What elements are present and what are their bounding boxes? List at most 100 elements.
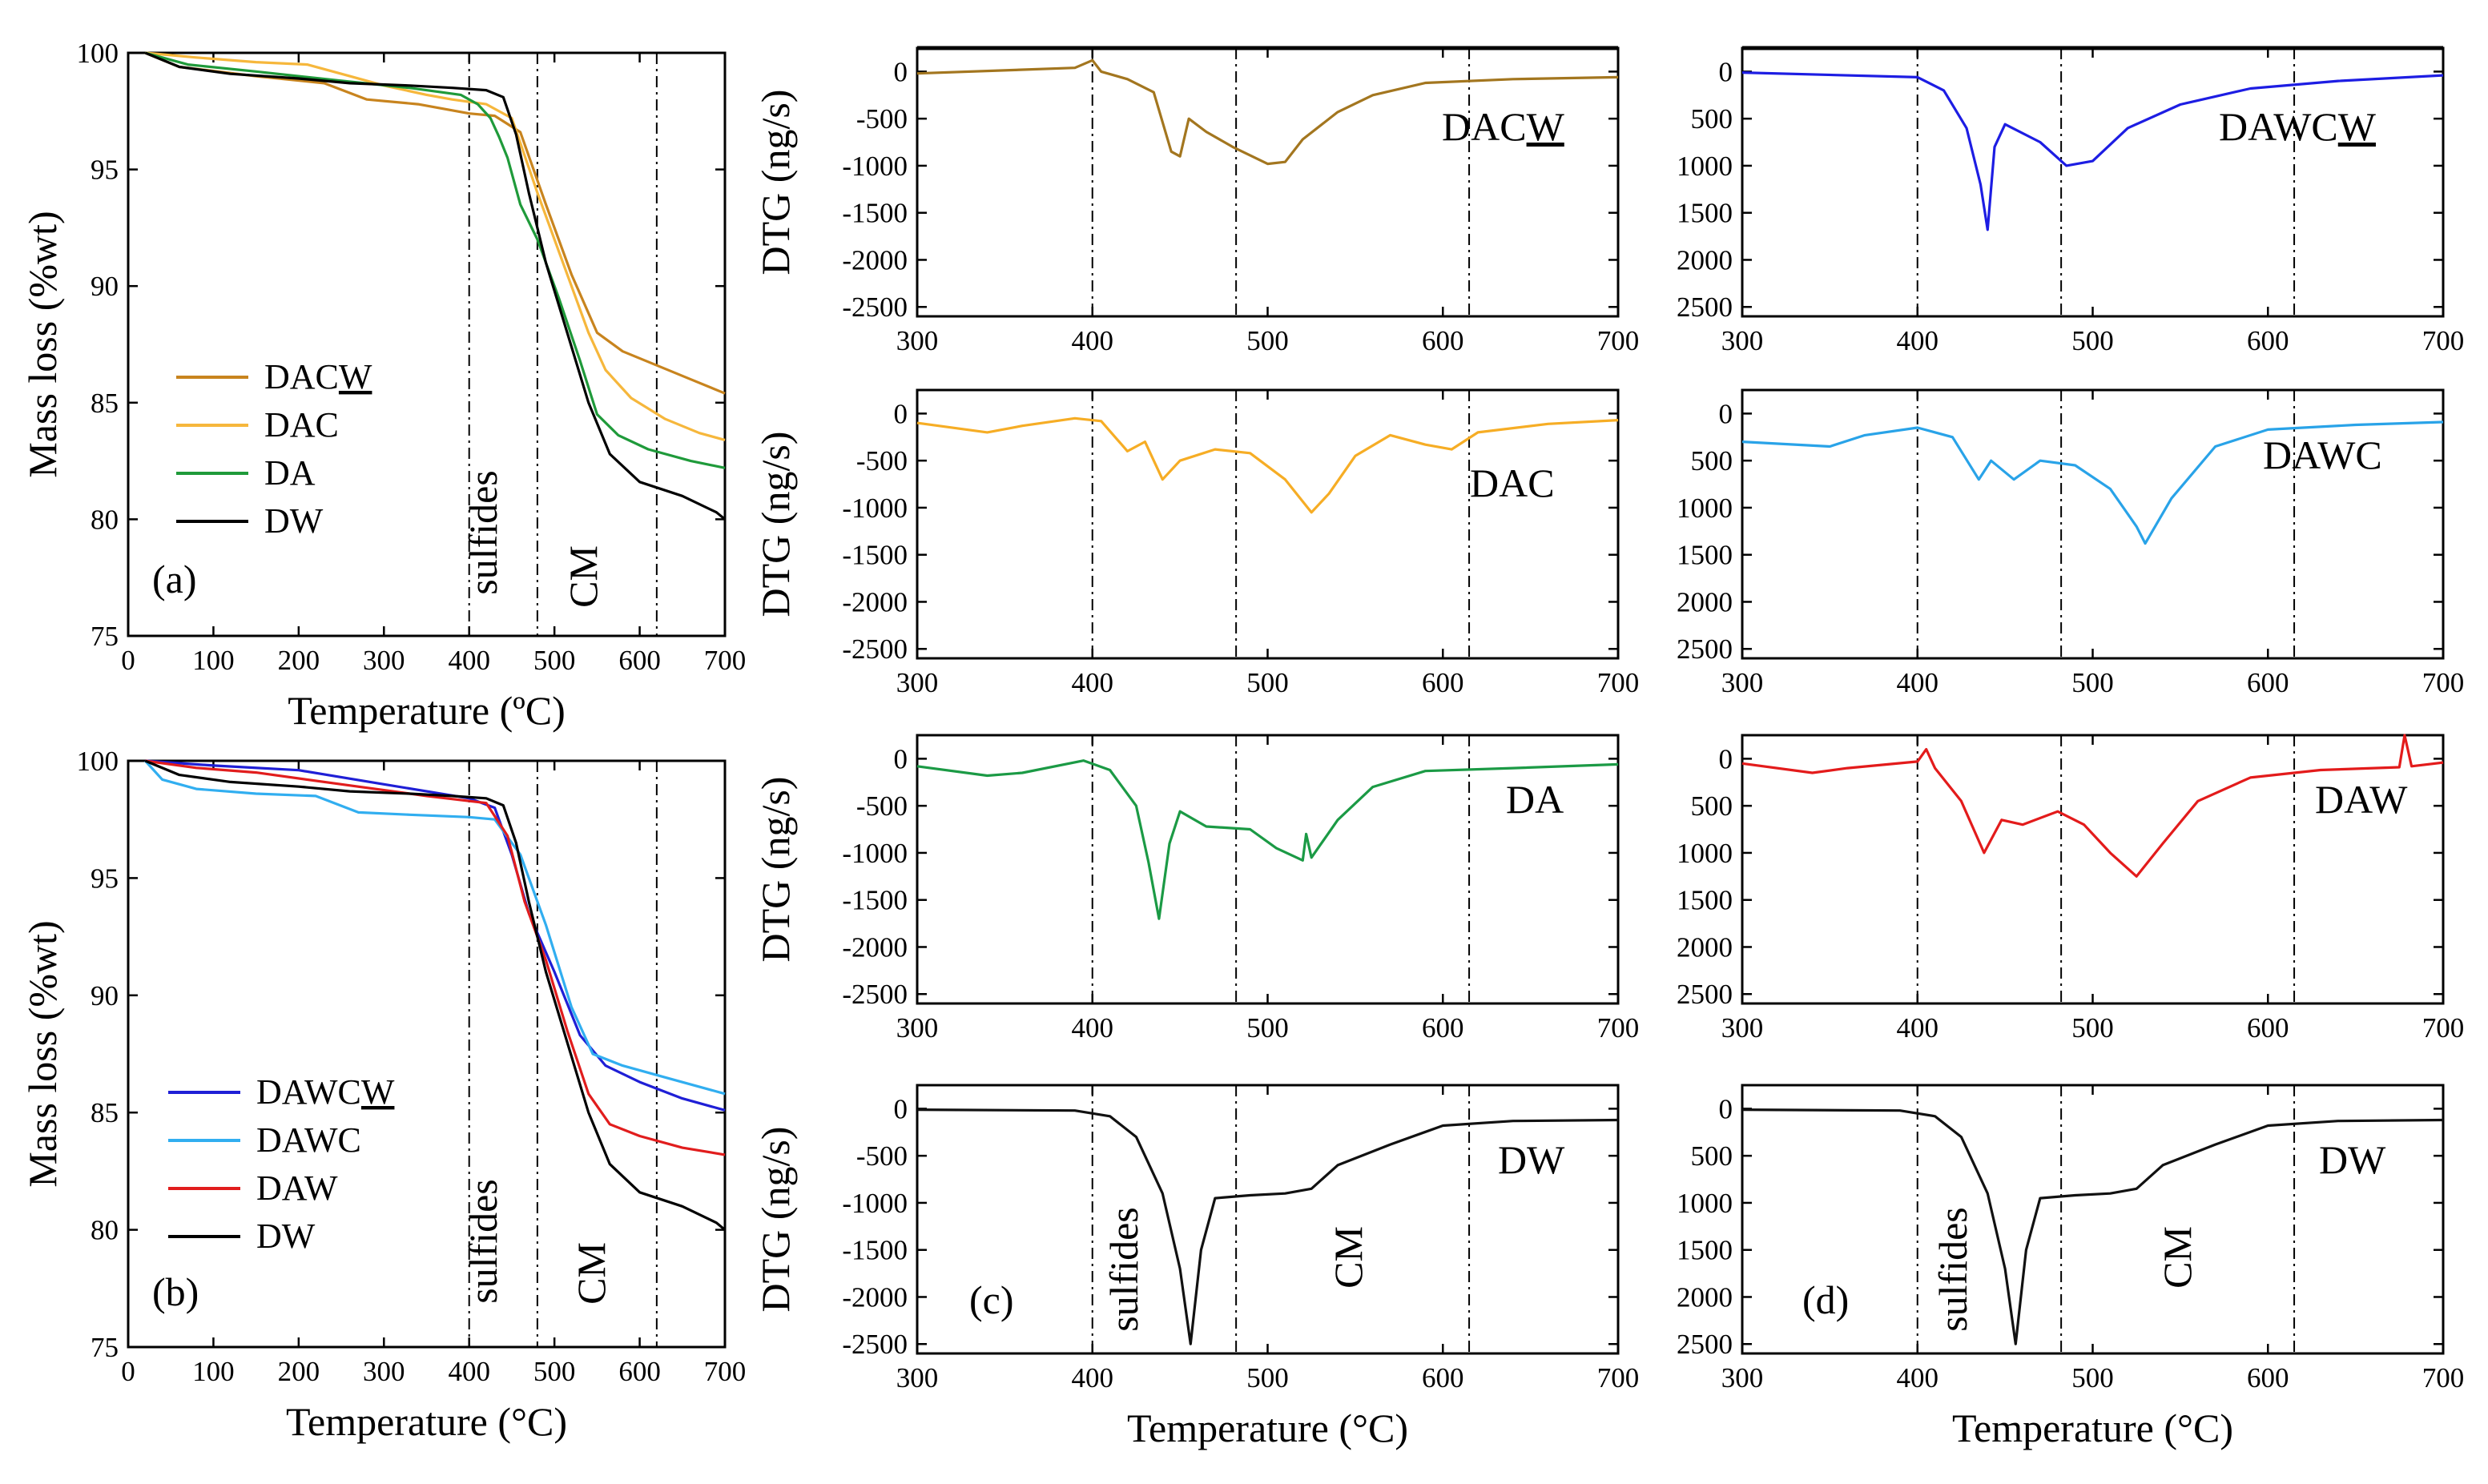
y-tick-label: 80 <box>91 1215 119 1246</box>
series-line-DW <box>1741 1108 2444 1345</box>
y-tick-label: 2000 <box>1677 931 1733 963</box>
x-tick-label: 500 <box>1246 1012 1289 1044</box>
series-line-DACW <box>144 51 726 395</box>
x-tick-label: 300 <box>1721 1012 1764 1044</box>
panel-d3: 300 400 500 600 700 0 500 1000 1500 2000 2500 DAW <box>1677 734 2465 1044</box>
x-tick-label: 200 <box>278 645 320 676</box>
label-underlined-w: W <box>1527 104 1565 149</box>
panel-c1: 300 400 500 600 700 0 -500 -1000 -1500 -2000 -2500… <box>753 46 1640 356</box>
panel-b: 0 100 200 300 400 500 600 700 75 80 85 90 95 100 Tempe… <box>20 746 746 1444</box>
y-tick-label: 2500 <box>1677 633 1733 665</box>
y-axis-label: DTG (ng/s) <box>753 90 798 275</box>
series-line-DAWCW <box>1741 71 2444 231</box>
x-tick-label: 500 <box>1246 325 1289 356</box>
x-tick-label: 100 <box>192 1356 235 1387</box>
x-tick-label: 300 <box>1721 325 1764 356</box>
plot-frame <box>1741 46 2445 318</box>
y-tick-label: 2500 <box>1677 1329 1733 1360</box>
label-underlined-w: W <box>2338 104 2377 149</box>
y-tick-label: 0 <box>894 56 908 87</box>
y-tick-label: 2500 <box>1677 292 1733 323</box>
x-tick-label: 700 <box>1597 667 1640 698</box>
y-axis-label: DTG (ng/s) <box>753 777 798 963</box>
legend-label: DAC <box>264 405 339 444</box>
y-tick-label: 1500 <box>1677 198 1733 229</box>
y-tick-label: 0 <box>894 743 908 774</box>
y-tick-label: 0 <box>894 398 908 429</box>
x-axis-label: Temperature (°C) <box>286 1399 567 1444</box>
x-tick-label: 100 <box>192 645 235 676</box>
plot-frame <box>127 51 727 637</box>
x-tick-label: 300 <box>1721 1362 1764 1394</box>
x-tick-label: 700 <box>1597 325 1640 356</box>
y-tick-label: -500 <box>856 445 908 477</box>
x-tick-label: 500 <box>2071 1012 2114 1044</box>
x-tick-label: 300 <box>363 645 405 676</box>
plot-frame <box>1741 388 2445 660</box>
y-tick-label: 0 <box>894 1093 908 1124</box>
x-axis-label: Temperature (°C) <box>1952 1406 2233 1450</box>
x-tick-label: 300 <box>363 1356 405 1387</box>
y-tick-label: 75 <box>91 1332 119 1363</box>
x-tick-label: 600 <box>1422 1012 1464 1044</box>
y-tick-label: 100 <box>77 38 119 69</box>
y-tick-label: 1000 <box>1677 493 1733 524</box>
label-text-part: DAC <box>1442 104 1527 149</box>
legend-label: DA <box>264 453 316 493</box>
y-tick-label: 100 <box>77 746 119 777</box>
y-tick-label: 2000 <box>1677 586 1733 617</box>
x-tick-label: 700 <box>2422 667 2465 698</box>
y-tick-label: 500 <box>1691 103 1733 135</box>
x-tick-label: 600 <box>2247 1362 2289 1394</box>
panel-letter: (a) <box>152 557 197 601</box>
x-tick-label: 500 <box>1246 667 1289 698</box>
x-tick-label: 600 <box>2247 667 2289 698</box>
x-tick-label: 500 <box>1246 1362 1289 1394</box>
plot-frame <box>1741 734 2445 1005</box>
legend-label: DACW <box>264 357 372 396</box>
region-label-CM: CM <box>569 1242 614 1305</box>
y-tick-label: -1000 <box>842 151 908 182</box>
x-tick-label: 500 <box>2071 325 2114 356</box>
plot-frame <box>916 388 1620 660</box>
x-tick-label: 500 <box>533 1356 576 1387</box>
y-tick-label: -2000 <box>842 1281 908 1313</box>
series-line-DW <box>144 759 727 1231</box>
y-tick-label: 0 <box>1719 1093 1733 1124</box>
y-tick-label: -2500 <box>842 292 908 323</box>
y-tick-label: -2500 <box>842 979 908 1010</box>
y-tick-label: 1500 <box>1677 1235 1733 1266</box>
x-tick-label: 300 <box>1721 667 1764 698</box>
x-tick-label: 0 <box>121 645 135 676</box>
y-tick-label: -1000 <box>842 1188 908 1219</box>
series-line-DW <box>916 1108 1619 1345</box>
legend-label: DAW <box>256 1168 338 1208</box>
x-tick-label: 700 <box>704 645 747 676</box>
x-tick-label: 600 <box>1422 667 1464 698</box>
series-line-DA <box>144 51 726 469</box>
y-tick-label: 90 <box>91 271 119 302</box>
x-tick-label: 300 <box>896 667 939 698</box>
series-line-DAW <box>1741 734 2444 878</box>
x-tick-label: 600 <box>1422 325 1464 356</box>
label-underlined-w: W <box>339 357 372 396</box>
series-line-DAWCW <box>145 759 726 1112</box>
series-label: DW <box>1498 1137 1565 1182</box>
y-tick-label: -1500 <box>842 198 908 229</box>
x-tick-label: 700 <box>2422 1012 2465 1044</box>
label-underlined-w: W <box>361 1072 395 1112</box>
x-tick-label: 400 <box>1072 1012 1114 1044</box>
x-tick-label: 300 <box>896 325 939 356</box>
x-tick-label: 400 <box>1897 325 1939 356</box>
y-tick-label: 500 <box>1691 445 1733 477</box>
x-tick-label: 500 <box>2071 667 2114 698</box>
region-label-CM: CM <box>2155 1226 2200 1289</box>
series-label: DW <box>2319 1137 2386 1182</box>
label-text-part: DAWC <box>2219 104 2338 149</box>
y-tick-label: -1000 <box>842 493 908 524</box>
series-label: DAWCW <box>2219 104 2377 149</box>
y-tick-label: 1000 <box>1677 1188 1733 1219</box>
series-line-DAC <box>916 416 1619 514</box>
y-tick-label: 2500 <box>1677 979 1733 1010</box>
